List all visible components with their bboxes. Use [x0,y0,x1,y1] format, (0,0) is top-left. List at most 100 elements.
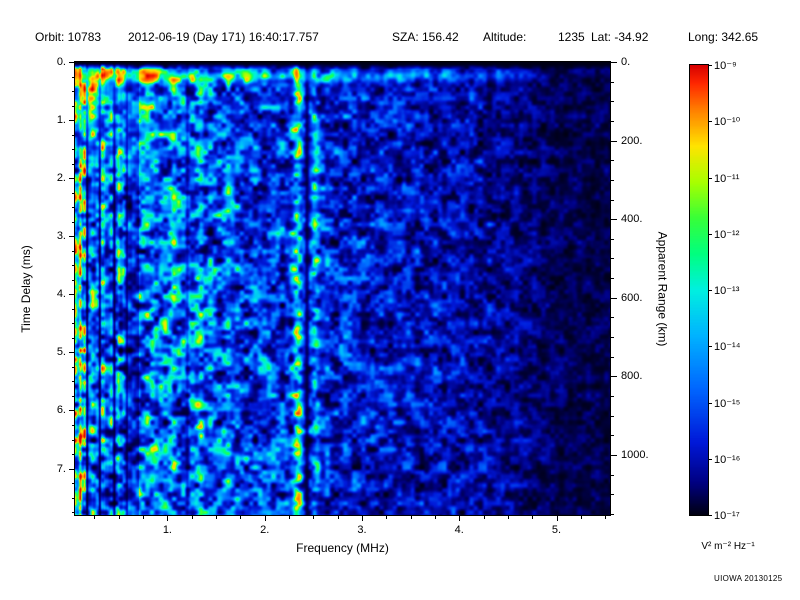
x-tick [556,516,558,521]
y-tick [69,178,75,180]
y-minor-tick [72,323,75,325]
y2-tick [611,454,617,456]
x-minor-tick [337,516,339,519]
colorbar-tick-label: 10⁻¹⁴ [714,341,741,354]
y-tick-label: 4. [56,288,66,301]
x-minor-tick [143,516,145,519]
y-minor-tick [72,91,75,93]
y-minor-tick [72,512,75,514]
x-tick-label: 5. [551,524,562,536]
y-axis-title-text: Time Delay (ms) [19,244,33,333]
x-axis-title: Frequency (MHz) [296,541,389,555]
colorbar-tick [709,233,712,235]
y-minor-tick [72,134,75,136]
x-minor-tick [216,516,218,519]
header-sza: SZA: 156.42 [392,30,459,44]
y2-minor-tick [611,474,614,476]
y-minor-tick [72,105,75,107]
y2-tick [611,62,617,63]
y2-minor-tick [611,356,614,358]
x-minor-tick [434,516,436,519]
x-tick-label: 3. [357,524,367,536]
y-tick-label: 2. [56,172,66,185]
colorbar-tick [709,402,712,404]
x-tick-label: 4. [454,524,464,536]
y-tick [69,294,75,296]
y2-tick [611,219,617,221]
y-tick-label: 5. [56,346,66,359]
y2-minor-tick [611,179,614,181]
y-minor-tick [72,381,75,383]
x-tick [167,516,169,521]
y-minor-tick [72,265,75,267]
y2-tick-label: 400. [621,213,643,226]
y2-axis-title: Apparent Range (km) [650,62,674,515]
y-tick [69,468,75,470]
colorbar-tick-label: 10⁻¹⁷ [714,510,740,522]
y2-minor-tick [611,258,614,260]
colorbar-tick-label: 10⁻¹⁰ [714,116,741,129]
x-tick [361,516,363,521]
x-minor-tick [94,516,96,519]
x-minor-tick [507,516,509,519]
y-tick [69,120,75,122]
y-minor-tick [72,497,75,499]
y-minor-tick [72,149,75,151]
y2-minor-tick [611,337,614,339]
y2-minor-tick [611,435,614,437]
x-minor-tick [118,516,120,519]
y2-minor-tick [611,199,614,201]
colorbar-tick-label: 10⁻¹⁶ [714,453,741,466]
spectrogram-canvas [75,62,610,515]
y-minor-tick [72,76,75,78]
y-minor-tick [72,483,75,485]
y2-tick-label: 800. [621,370,643,383]
y2-axis-title-text: Apparent Range (km) [655,231,670,346]
x-tick [264,516,266,521]
y2-tick [611,140,617,142]
colorbar-tick [709,346,712,348]
x-minor-tick [483,516,485,519]
x-minor-tick [605,516,607,519]
y-minor-tick [72,454,75,456]
y-tick-label: 6. [56,404,66,417]
y2-minor-tick [611,101,614,103]
plot-frame [74,61,611,516]
y-minor-tick [72,439,75,441]
y-minor-tick [72,424,75,426]
y-minor-tick [72,192,75,194]
colorbar-canvas [689,64,709,516]
header-altitude-label: Altitude: [483,30,527,44]
credit-text: UIOWA 20130125 [714,574,783,583]
y-minor-tick [72,207,75,209]
x-tick-label: 2. [260,524,270,536]
y2-minor-tick [611,278,614,280]
y-minor-tick [72,221,75,223]
y2-minor-tick [611,317,614,319]
x-tick [459,516,461,521]
y-minor-tick [72,366,75,368]
x-tick-label: 1. [162,524,172,536]
y-tick [69,62,75,63]
colorbar-tick [709,121,712,123]
colorbar-tick [709,65,712,66]
colorbar-tick [709,515,712,516]
y2-minor-tick [611,238,614,240]
header-altitude-value: 1235 [558,30,585,44]
y2-tick-label: 200. [621,134,643,147]
colorbar-tick-label: 10⁻⁹ [714,60,737,72]
y2-minor-tick [611,395,614,397]
header-datetime: 2012-06-19 (Day 171) 16:40:17.757 [128,30,319,44]
y-tick-label: 7. [56,462,66,475]
y2-minor-tick [611,494,614,496]
y-minor-tick [72,163,75,165]
colorbar-tick [709,458,712,460]
x-minor-tick [532,516,534,519]
x-minor-tick [410,516,412,519]
x-minor-tick [240,516,242,519]
y-axis-title: Time Delay (ms) [14,62,38,515]
header-orbit: Orbit: 10783 [35,30,102,44]
colorbar-tick-label: 10⁻¹² [714,228,740,241]
x-minor-tick [386,516,388,519]
